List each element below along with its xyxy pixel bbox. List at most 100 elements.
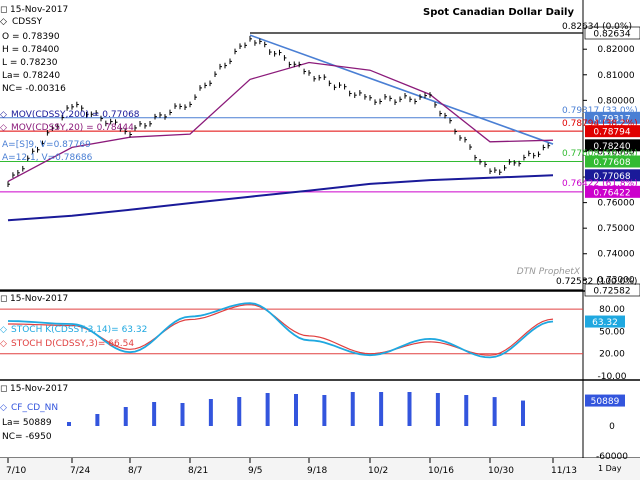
cot-bar <box>350 392 355 426</box>
x-axis: 7/10 7/24 8/7 8/21 9/5 9/18 10/2 10/16 10/30 11/1… <box>6 458 577 476</box>
stoch-legend: ◻ 15-Nov-2017 ◇ STOCH K(CDSSY,3,14)= 63.… <box>0 294 147 349</box>
price-tag-text: 0.82634 <box>593 30 630 40</box>
x-tick-label: 8/7 <box>128 466 142 476</box>
x-tick-label: 9/18 <box>307 466 327 476</box>
ma20-legend-icon: ◇ <box>0 123 7 133</box>
ma200-legend-icon: ◇ <box>0 110 7 120</box>
high-value: H = 0.78400 <box>2 45 60 55</box>
swing-label-2: A=12.1, V=0.78686 <box>2 153 93 163</box>
cot-tick-label: -60000 <box>596 452 628 462</box>
x-tick-label: 10/16 <box>428 466 454 476</box>
ma20-line <box>7 61 554 182</box>
price-axis-tags: 0.82634 0.79317 0.78794 0.78240 0.77068 0.776… <box>584 26 640 297</box>
fib-label-382: 0.78794 (38.2%) <box>562 119 638 129</box>
cot-tag-text: 50889 <box>591 397 620 407</box>
x-tick-label: 10/30 <box>488 466 514 476</box>
price-panel-marker-icon: ◻ <box>0 5 7 15</box>
x-tick-label: 8/21 <box>188 466 208 476</box>
price-tag-text: 0.72582 <box>593 287 630 297</box>
cot-bar <box>379 392 384 426</box>
ma200-legend: MOV(CDSSY,200) = 0.77068 <box>11 110 140 120</box>
price-tag-text: 0.78240 <box>593 142 630 152</box>
price-tick-label: 0.81000 <box>597 71 634 81</box>
trendline <box>249 34 554 145</box>
cot-bar <box>237 397 242 426</box>
stoch-k-tag-text: 63.32 <box>592 318 618 328</box>
price-tick-label: 0.78000 <box>597 147 634 157</box>
ma200-layer <box>7 174 554 222</box>
cot-date: 15-Nov-2017 <box>10 384 68 394</box>
swing-label-1: A=[S]9, V=0.87769 <box>2 140 91 150</box>
stoch-tick-label: -10.00 <box>597 372 626 382</box>
cot-bar <box>435 393 440 426</box>
cot-bar <box>464 395 469 426</box>
cot-change: NC= -6950 <box>2 432 52 442</box>
price-tag-bg <box>585 125 640 138</box>
ma20-legend: MOV(CDSSY,20) = 0.78444 <box>11 123 134 133</box>
fib-label-0: 0.82634 (0.0%) <box>562 22 632 32</box>
watermark: DTN ProphetX <box>517 267 581 277</box>
cot-legend: ◻ 15-Nov-2017 ◇ CF_CD_NN La= 50889 NC= -… <box>0 384 68 442</box>
x-tick-label: 10/2 <box>368 466 388 476</box>
stoch-k-tag-bg <box>585 315 625 328</box>
cot-bar <box>152 402 157 426</box>
ma20-layer <box>7 61 554 182</box>
stoch-date: 15-Nov-2017 <box>10 294 68 304</box>
cot-bar <box>521 400 525 426</box>
cot-bars-layer <box>67 392 525 426</box>
cot-name: CF_CD_NN <box>11 403 58 413</box>
cot-legend-icon: ◇ <box>0 403 7 413</box>
cot-bar <box>123 407 128 426</box>
price-symbol: CDSSY <box>12 17 43 27</box>
price-tick-label: 0.73000 <box>597 275 634 285</box>
price-tick-label: 0.75000 <box>597 224 634 234</box>
stoch-k-legend-icon: ◇ <box>0 325 7 335</box>
cot-tag-bg <box>585 394 625 407</box>
fib-label-33: 0.79317 (33.0%) <box>562 106 638 116</box>
stoch-k-legend: STOCH K(CDSSY,3,14)= 63.32 <box>11 325 147 335</box>
x-tick-label: 7/24 <box>70 466 90 476</box>
price-tag-text: 0.77068 <box>593 172 630 182</box>
x-tick-label: 7/10 <box>6 466 26 476</box>
stoch-d-legend-icon: ◇ <box>0 339 7 349</box>
price-tag-text: 0.76422 <box>593 188 630 198</box>
diamond-icon: ◇ <box>0 17 7 27</box>
x-tick-label: 11/13 <box>551 466 577 476</box>
price-date: 15-Nov-2017 <box>10 5 68 15</box>
cot-bar <box>294 394 298 426</box>
price-tag-text: 0.79317 <box>593 114 630 124</box>
stoch-axis-tag: 63.32 <box>585 315 625 328</box>
price-tag-bg <box>585 185 640 198</box>
price-tag-text: 0.78794 <box>593 128 630 138</box>
x-tick-label: 9/5 <box>248 466 262 476</box>
price-tag-bg <box>585 155 640 168</box>
last-value: La= 0.78240 <box>2 71 60 81</box>
cot-tick-label: 0 <box>609 422 615 432</box>
cot-bar <box>492 397 497 426</box>
stoch-tick-label: 20.00 <box>599 350 625 360</box>
fib-label-50: 0.77608 (50.0%) <box>562 149 638 159</box>
fib-label-100: 0.72582 (100.0%) <box>556 277 637 287</box>
price-tick-label: 0.76000 <box>597 199 634 209</box>
price-tag-text: 0.77608 <box>593 158 630 168</box>
interval-label: 1 Day <box>598 464 622 473</box>
stoch-d-legend: STOCH D(CDSSY,3)= 66.54 <box>11 339 134 349</box>
cot-bar <box>265 393 270 426</box>
stoch-axis-ticks: 80.00 50.00 20.00 -10.00 <box>597 305 626 382</box>
price-tick-label: 0.74000 <box>597 250 634 260</box>
cot-last: La= 50889 <box>2 418 52 428</box>
cot-bar <box>95 414 100 426</box>
stochastic-layer <box>0 302 583 359</box>
net-change: NC= -0.00316 <box>2 84 66 94</box>
open-value: O = 0.78390 <box>2 32 60 42</box>
cot-panel-icon: ◻ <box>0 384 7 394</box>
price-legend: 15-Nov-2017 ◻ ◇ CDSSY O = 0.78390 H = 0.… <box>0 5 581 277</box>
price-tag-bg <box>584 283 640 297</box>
x-axis-strip <box>0 458 640 480</box>
trendline-layer <box>249 34 554 145</box>
fib-label-618: 0.76422 (61.8%) <box>562 179 638 189</box>
ma200-line <box>7 174 554 222</box>
cot-bar <box>407 392 412 426</box>
